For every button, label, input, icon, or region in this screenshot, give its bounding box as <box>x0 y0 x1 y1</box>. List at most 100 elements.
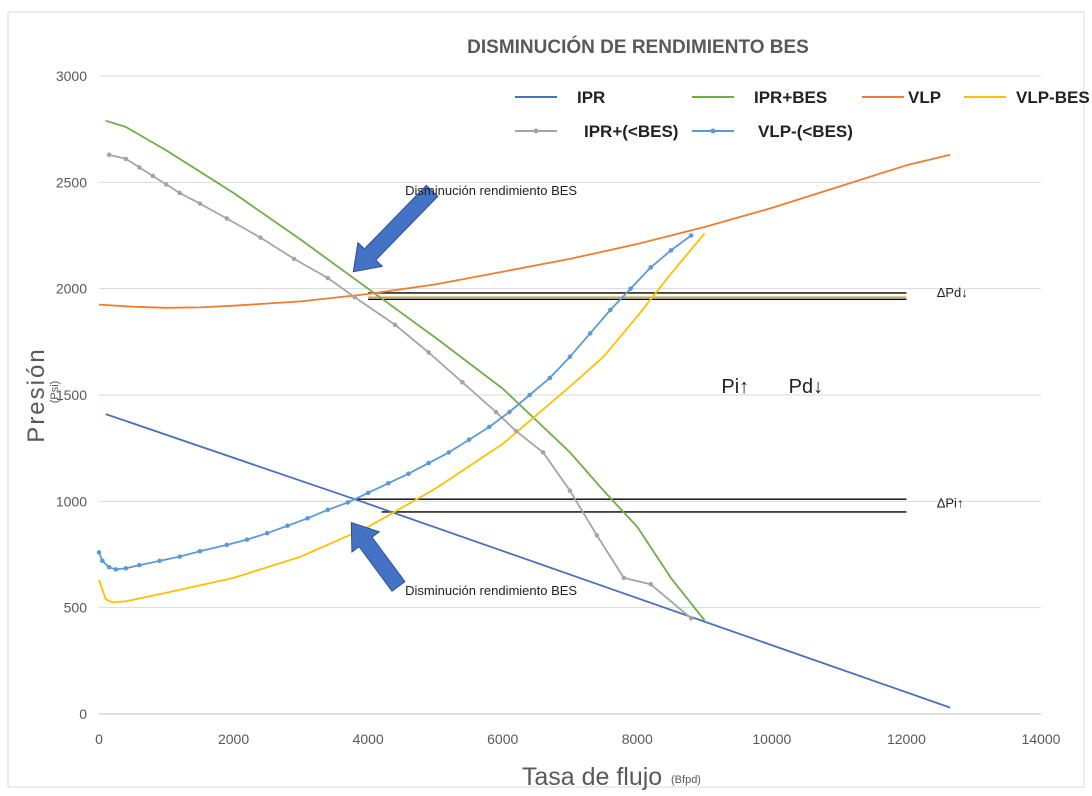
annotations: Disminución rendimiento BES Disminución r… <box>405 183 968 598</box>
x-tick-label: 0 <box>95 731 103 747</box>
data-point <box>386 480 391 486</box>
legend-label: VLP <box>908 88 941 107</box>
legend-item-VLP-(<BES): VLP-(<BES) <box>692 122 853 141</box>
data-point <box>648 265 654 270</box>
data-point <box>466 437 472 442</box>
data-point <box>587 331 593 336</box>
data-point <box>197 549 203 554</box>
data-point <box>258 235 263 240</box>
grid <box>99 75 1041 715</box>
x-tick-label: 6000 <box>487 731 518 747</box>
y-tick-label: 500 <box>64 600 88 616</box>
data-point <box>493 409 499 415</box>
data-point <box>113 567 119 572</box>
data-point <box>345 500 351 505</box>
data-point <box>527 392 532 398</box>
legend-item-VLP-BES: VLP-BES <box>964 88 1090 107</box>
data-point <box>426 350 432 355</box>
data-point <box>123 566 129 571</box>
data-point <box>325 507 331 513</box>
data-point <box>244 537 250 542</box>
data-point <box>621 575 627 581</box>
data-point <box>305 516 310 521</box>
legend-item-VLP: VLP <box>862 88 941 107</box>
legend-label: IPR <box>577 88 605 107</box>
y-tick-label: 0 <box>79 706 87 722</box>
reference-lines <box>354 292 907 513</box>
data-point <box>224 542 230 548</box>
data-point <box>291 256 297 262</box>
annotation-label: ΔPi↑ <box>937 496 964 511</box>
data-point <box>608 307 613 313</box>
series-line <box>105 119 706 621</box>
data-point <box>325 275 331 281</box>
annotation-arrow <box>350 521 406 592</box>
legend: IPR IPR+BES VLP VLP-BES IPR+(<BES) VLP-(<BES) <box>515 88 1090 141</box>
series-group <box>96 119 951 709</box>
legend-label: IPR+(<BES) <box>584 122 678 141</box>
data-point <box>106 152 112 157</box>
x-tick-label: 12000 <box>887 731 926 747</box>
legend-label: IPR+BES <box>754 88 827 107</box>
x-tick-label: 10000 <box>752 731 791 747</box>
data-point <box>137 562 142 568</box>
y-tick-label: 3000 <box>56 68 87 84</box>
annotation-label: ΔPd↓ <box>937 285 968 300</box>
y-axis-label: Presión <box>23 347 50 442</box>
series-IPR+BES <box>105 119 706 621</box>
data-point <box>594 533 600 538</box>
legend-marker <box>710 128 716 134</box>
x-tick-label: 2000 <box>218 731 249 747</box>
x-tick-label: 4000 <box>353 731 384 747</box>
legend-item-IPR+BES: IPR+BES <box>692 88 827 107</box>
data-point <box>264 530 270 536</box>
data-point <box>486 424 492 430</box>
data-point <box>567 354 573 360</box>
x-axis-unit: (Bfpd) <box>671 774 701 786</box>
x-tick-label: 8000 <box>622 731 653 747</box>
data-point <box>688 233 694 238</box>
tick-labels: 0 500 1000 1500 2000 2500 3000 0 2000 4000 6000 800… <box>56 68 1061 747</box>
series-VLP-(<BES) <box>96 233 694 572</box>
x-tick-label: 14000 <box>1022 731 1061 747</box>
series-VLP <box>98 153 951 309</box>
data-point <box>285 523 290 529</box>
series-IPR+(<BES) <box>106 152 694 621</box>
data-point <box>513 428 519 434</box>
y-axis-unit: (Psi) <box>49 381 61 404</box>
data-point <box>507 409 512 415</box>
y-tick-label: 2500 <box>56 174 87 190</box>
series-VLP-BES <box>98 232 706 604</box>
y-tick-label: 1500 <box>56 387 87 403</box>
annotation-label: Disminución rendimiento BES <box>405 583 577 598</box>
data-point <box>177 190 183 196</box>
chart-title: DISMINUCIÓN DE RENDIMIENTO BES <box>467 36 809 58</box>
x-axis-label: Tasa de flujo <box>522 763 662 791</box>
data-point <box>123 156 129 162</box>
data-point <box>352 294 357 300</box>
data-point <box>426 460 432 466</box>
data-point <box>365 490 371 496</box>
y-tick-label: 1000 <box>56 493 87 509</box>
chart-border <box>7 11 1085 788</box>
data-point <box>567 488 573 494</box>
legend-label: VLP-BES <box>1016 88 1090 107</box>
data-point <box>137 165 142 170</box>
data-point <box>392 322 398 328</box>
data-point <box>157 558 162 564</box>
data-point <box>150 173 156 179</box>
data-point <box>406 471 411 476</box>
annotation-label: Pd↓ <box>789 376 823 398</box>
legend-item-IPR+(<BES): IPR+(<BES) <box>515 122 678 141</box>
annotation-label: Pi↑ <box>721 376 749 398</box>
data-point <box>648 581 654 587</box>
legend-marker <box>533 128 539 134</box>
series-line <box>98 232 706 604</box>
data-point <box>96 550 102 555</box>
annotation-arrows <box>350 184 439 592</box>
data-point <box>106 564 112 570</box>
data-point <box>460 379 465 385</box>
legend-item-IPR: IPR <box>515 88 605 107</box>
